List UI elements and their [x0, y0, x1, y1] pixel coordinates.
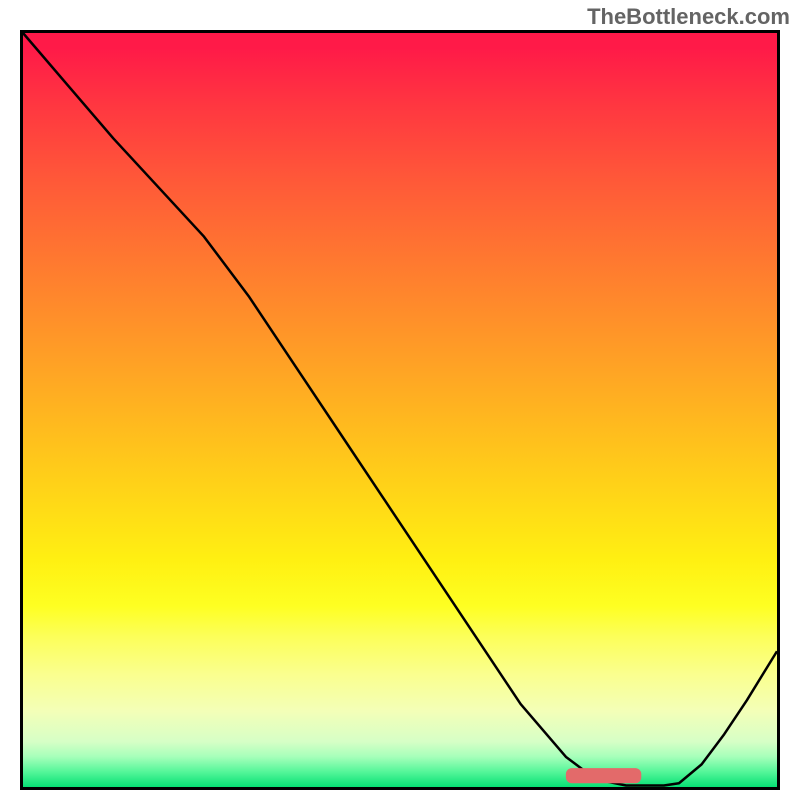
chart-container: TheBottleneck.com — [0, 0, 800, 800]
gradient-background — [23, 33, 777, 787]
bottleneck-chart — [0, 0, 800, 800]
optimal-range-marker — [566, 768, 641, 783]
watermark-text: TheBottleneck.com — [587, 4, 790, 30]
